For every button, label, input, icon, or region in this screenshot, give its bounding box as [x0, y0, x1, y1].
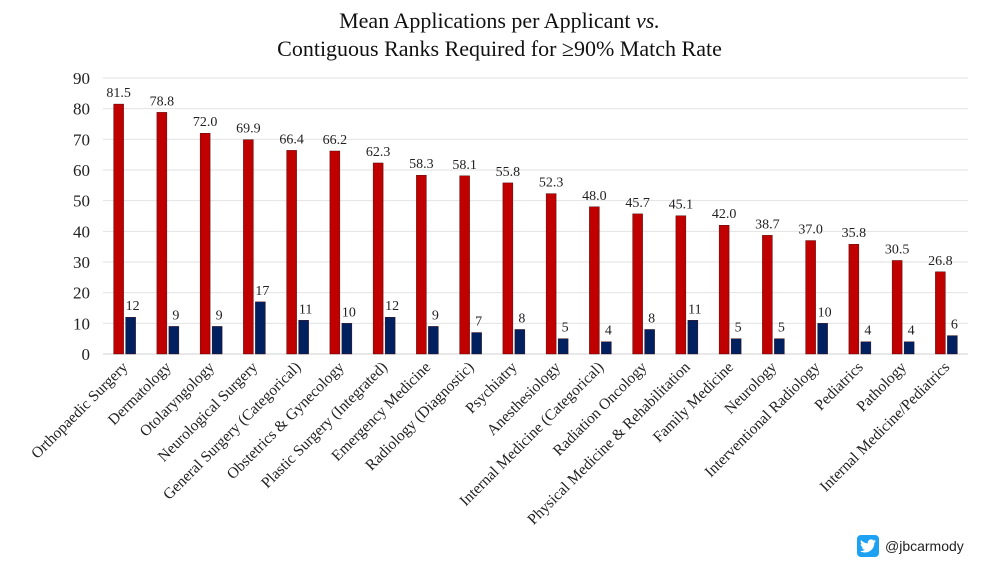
- chart-title-line2: Contiguous Ranks Required for ≥90% Match…: [277, 36, 722, 61]
- data-label-applications: 26.8: [928, 254, 953, 269]
- bar-ranks: [687, 320, 699, 355]
- data-label-applications: 58.1: [452, 158, 477, 173]
- bar-applications: [459, 175, 470, 355]
- bar-ranks: [384, 317, 396, 355]
- twitter-bird-icon: [857, 535, 879, 557]
- bar-applications: [589, 206, 600, 355]
- bar-applications: [243, 139, 254, 355]
- data-label-applications: 37.0: [798, 223, 823, 238]
- bar-applications: [675, 215, 687, 355]
- bar-ranks: [428, 326, 439, 355]
- data-label-ranks: 8: [648, 311, 655, 326]
- bar-applications: [762, 235, 773, 355]
- data-label-applications: 81.5: [106, 86, 131, 101]
- bar-ranks: [255, 301, 266, 355]
- bar-ranks: [471, 332, 482, 355]
- bar-ranks: [947, 335, 958, 355]
- data-label-applications: 78.8: [150, 94, 175, 109]
- data-label-ranks: 11: [688, 302, 701, 317]
- bar-ranks: [341, 323, 353, 355]
- data-label-applications: 30.5: [885, 242, 910, 257]
- y-tick-label: 60: [73, 161, 90, 180]
- bar-ranks: [557, 338, 569, 355]
- data-label-ranks: 9: [216, 308, 223, 323]
- bar-ranks: [211, 326, 223, 355]
- twitter-handle-badge: @jbcarmody: [857, 535, 964, 557]
- data-label-ranks: 10: [818, 305, 832, 320]
- bar-ranks: [298, 320, 309, 355]
- bar-applications: [416, 175, 427, 355]
- bar-ranks: [514, 329, 526, 355]
- data-label-ranks: 6: [951, 318, 958, 333]
- data-label-applications: 38.7: [755, 217, 780, 232]
- data-label-ranks: 7: [475, 315, 482, 330]
- bar-ranks: [730, 338, 742, 355]
- y-tick-label: 80: [73, 100, 90, 119]
- bar-applications: [632, 213, 643, 355]
- data-label-ranks: 11: [299, 302, 312, 317]
- bar-applications: [156, 112, 168, 355]
- bar-applications: [805, 240, 816, 355]
- data-label-applications: 52.3: [539, 176, 564, 191]
- y-tick-label: 40: [73, 222, 90, 241]
- bar-ranks: [817, 323, 828, 355]
- y-tick-label: 90: [73, 69, 90, 88]
- data-label-ranks: 4: [864, 324, 871, 339]
- data-label-ranks: 8: [518, 311, 525, 326]
- bar-ranks: [125, 317, 136, 355]
- title-text: Mean Applications per Applicant: [339, 8, 631, 33]
- data-label-applications: 42.0: [712, 207, 737, 222]
- y-tick-label: 50: [73, 192, 90, 211]
- data-label-ranks: 9: [172, 308, 179, 323]
- data-label-ranks: 5: [562, 321, 569, 336]
- y-tick-label: 30: [73, 253, 90, 272]
- data-label-applications: 69.9: [236, 122, 261, 137]
- data-label-ranks: 10: [342, 305, 356, 320]
- bar-applications: [286, 150, 297, 355]
- bar-applications: [329, 150, 341, 355]
- bar-applications: [891, 260, 903, 355]
- data-label-applications: 66.2: [323, 133, 348, 148]
- bar-ranks: [601, 341, 612, 355]
- data-label-applications: 48.0: [582, 189, 607, 204]
- bar-ranks: [903, 341, 915, 355]
- data-label-ranks: 12: [385, 299, 399, 314]
- data-label-ranks: 4: [605, 324, 612, 339]
- chart-title-line1: Mean Applications per Applicant vs.: [0, 8, 999, 34]
- data-label-applications: 35.8: [842, 226, 867, 241]
- data-label-ranks: 5: [735, 321, 742, 336]
- data-label-ranks: 9: [432, 308, 439, 323]
- y-tick-label: 10: [73, 314, 90, 333]
- bar-applications: [848, 244, 860, 355]
- title-italic: vs.: [636, 8, 660, 33]
- data-label-applications: 72.0: [193, 115, 218, 130]
- data-label-applications: 45.7: [625, 196, 650, 211]
- data-label-ranks: 17: [255, 284, 269, 299]
- bar-applications: [372, 162, 384, 355]
- bar-applications: [935, 271, 946, 355]
- bar-applications: [199, 132, 211, 355]
- bar-applications: [502, 182, 514, 355]
- data-label-applications: 62.3: [366, 145, 391, 160]
- y-tick-label: 0: [82, 345, 91, 364]
- bar-applications: [718, 224, 730, 355]
- y-tick-label: 70: [73, 130, 90, 149]
- data-label-applications: 66.4: [279, 132, 304, 147]
- data-label-applications: 55.8: [496, 165, 521, 180]
- data-label-applications: 58.3: [409, 157, 434, 172]
- data-label-ranks: 5: [778, 321, 785, 336]
- twitter-handle: @jbcarmody: [885, 538, 964, 554]
- data-label-applications: 45.1: [669, 198, 694, 213]
- bar-applications: [113, 103, 124, 355]
- bar-ranks: [168, 326, 180, 355]
- bar-applications: [545, 193, 557, 355]
- data-label-ranks: 12: [126, 299, 140, 314]
- bar-ranks: [860, 341, 872, 355]
- x-tick-label: Otolaryngology: [137, 359, 219, 441]
- bar-ranks: [774, 338, 785, 355]
- data-label-ranks: 4: [908, 324, 915, 339]
- bar-ranks: [644, 329, 655, 355]
- y-tick-label: 20: [73, 284, 90, 303]
